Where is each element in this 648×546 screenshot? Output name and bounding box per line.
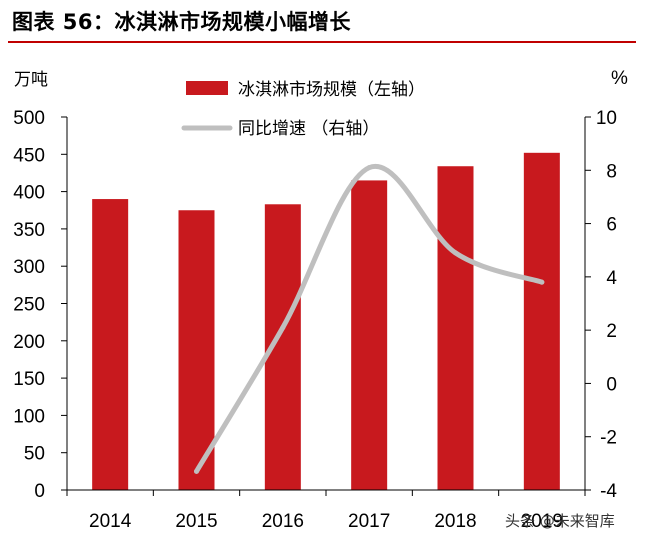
y-right-tick-label: 10 [596, 108, 617, 129]
bar-2015 [178, 210, 215, 490]
y-left-unit: 万吨 [14, 70, 48, 90]
x-tick-label-2019: 2019 [521, 511, 563, 532]
y-left-tick-label: 300 [13, 257, 45, 278]
y-right-unit: % [611, 68, 628, 89]
y-left-tick-label: 200 [13, 332, 45, 353]
bar-2019 [523, 152, 560, 491]
y-right-tick-label: 6 [606, 215, 617, 236]
y-left-tick-label: 500 [13, 108, 45, 129]
x-tick-label-2014: 2014 [89, 511, 132, 532]
y-left-tick-label: 0 [34, 481, 45, 502]
title-divider [8, 41, 636, 43]
growth-rate-point-2017 [366, 165, 372, 171]
growth-rate-point-2018 [453, 250, 458, 256]
y-right-tick-label: 2 [606, 321, 617, 342]
y-left-tick-label: 100 [13, 406, 45, 427]
y-right-tick-label: 0 [606, 374, 617, 395]
y-right-tick-label: -2 [600, 428, 617, 449]
y-left-tick-label: 350 [13, 220, 45, 241]
legend-label-market-size: 冰淇淋市场规模（左轴） [238, 80, 425, 100]
bar-2017 [351, 180, 388, 490]
bar-2018 [437, 166, 474, 490]
growth-rate-point-2019 [539, 279, 545, 285]
legend-swatch-market-size [186, 81, 228, 95]
chart-title: 图表 56：冰淇淋市场规模小幅增长 [12, 10, 352, 34]
legend-label-growth-rate: 同比增速 （右轴） [238, 119, 379, 139]
x-tick-label-2017: 2017 [348, 511, 390, 532]
y-left-tick-label: 150 [13, 369, 45, 390]
x-tick-label-2018: 2018 [434, 511, 476, 532]
y-left-tick-label: 50 [24, 444, 45, 465]
growth-rate-point-2016 [280, 324, 286, 330]
y-right-tick-label: -4 [600, 481, 617, 502]
growth-rate-point-2015 [194, 468, 199, 474]
x-tick-label-2015: 2015 [175, 511, 217, 532]
x-tick-label-2016: 2016 [262, 511, 304, 532]
y-right-tick-label: 4 [606, 268, 617, 289]
growth-rate-line [194, 163, 545, 474]
y-right-tick-label: 8 [606, 161, 617, 182]
watermark: 头条 @未来智库 [505, 512, 615, 530]
y-left-tick-label: 450 [13, 145, 45, 166]
bar-2014 [92, 199, 129, 490]
y-left-tick-label: 250 [13, 295, 45, 316]
y-left-tick-label: 400 [13, 183, 45, 204]
